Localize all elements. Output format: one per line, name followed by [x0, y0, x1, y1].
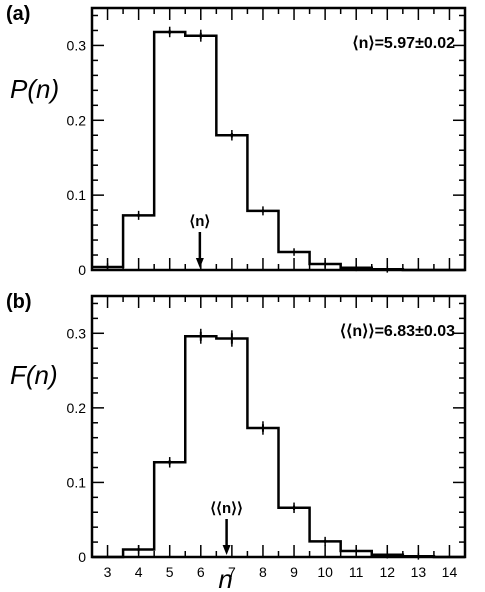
x-tick-label: 13: [411, 564, 427, 580]
x-tick-label: 14: [442, 564, 458, 580]
x-tick-label: 12: [380, 564, 396, 580]
x-tick-label: 5: [166, 564, 174, 580]
panel-label: (a): [6, 3, 30, 25]
mean-marker-label: ⟨⟨n⟩⟩: [210, 500, 243, 517]
y-tick-label: 0.3: [67, 325, 87, 341]
x-tick-label: 11: [349, 564, 364, 580]
x-tick-label: 8: [259, 564, 267, 580]
y-tick-label: 0: [78, 549, 86, 565]
mean-marker-label: ⟨n⟩: [189, 213, 210, 230]
histogram-step-line: [92, 335, 465, 559]
x-tick-label: 4: [135, 564, 143, 580]
y-axis-label: P(n): [10, 74, 59, 104]
mean-annotation: ⟨⟨n⟩⟩=6.83±0.03: [340, 323, 455, 340]
mean-marker-arrowhead: [195, 258, 204, 268]
y-axis-label: F(n): [10, 360, 58, 390]
x-axis-label: n: [218, 564, 232, 592]
mean-annotation: ⟨n⟩=5.97±0.02: [352, 35, 455, 52]
y-tick-label: 0.3: [67, 37, 87, 53]
mean-marker-arrowhead: [222, 545, 231, 555]
x-tick-label: 6: [197, 564, 205, 580]
y-tick-label: 0.1: [67, 187, 87, 203]
x-tick-label: 3: [104, 564, 112, 580]
y-tick-label: 0.1: [67, 474, 87, 490]
histogram-step-line: [92, 30, 465, 272]
x-tick-label: 9: [290, 564, 298, 580]
x-tick-label: 10: [317, 564, 333, 580]
y-tick-label: 0: [78, 262, 86, 278]
x-tick-label: 7: [228, 564, 236, 580]
panel-label: (b): [6, 291, 32, 313]
y-tick-label: 0.2: [67, 112, 87, 128]
y-tick-label: 0.2: [67, 400, 87, 416]
